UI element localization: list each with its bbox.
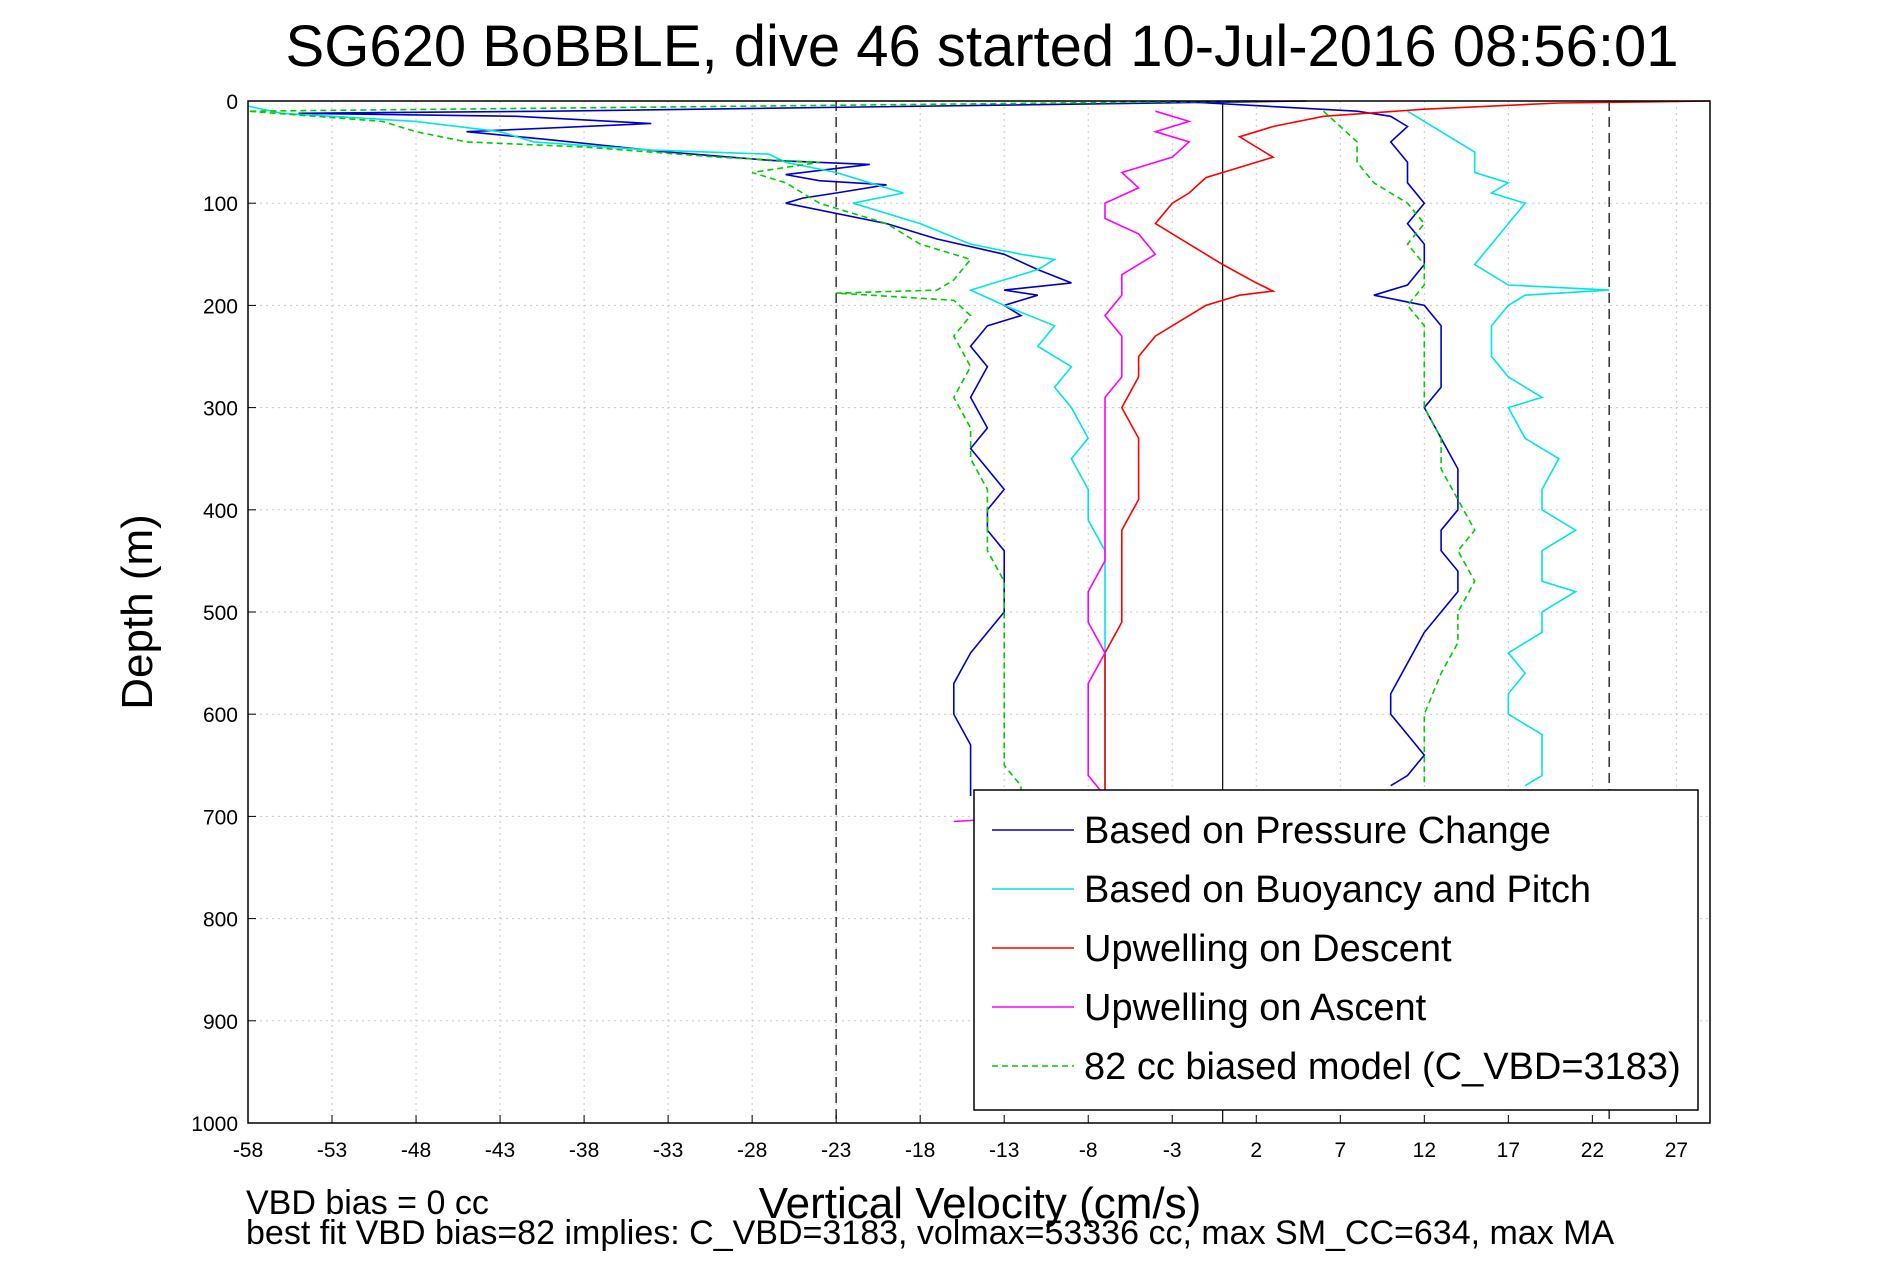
series-lines bbox=[247, 100, 1711, 823]
x-tick-label: 7 bbox=[1334, 1139, 1346, 1162]
legend-label: Based on Buoyancy and Pitch bbox=[1084, 869, 1591, 911]
x-tick-label: -23 bbox=[821, 1139, 851, 1162]
series-line-0 bbox=[1172, 100, 1459, 787]
series-line-1 bbox=[1407, 110, 1610, 787]
x-tick-label: -58 bbox=[233, 1139, 263, 1162]
x-tick-label: 2 bbox=[1250, 1139, 1262, 1162]
x-tick-label: 22 bbox=[1581, 1139, 1604, 1162]
x-tick-label: -43 bbox=[485, 1139, 515, 1162]
x-tick-label: -38 bbox=[569, 1139, 599, 1162]
legend: Based on Pressure Change Based on Buoyanc… bbox=[973, 789, 1699, 1111]
y-tick-label: 500 bbox=[203, 602, 238, 625]
y-tick-label: 900 bbox=[203, 1011, 238, 1034]
x-tick-label: -3 bbox=[1163, 1139, 1182, 1162]
y-tick-label: 100 bbox=[203, 193, 238, 216]
y-tick-label: 200 bbox=[203, 295, 238, 318]
x-tick-label: -8 bbox=[1079, 1139, 1098, 1162]
legend-label: Based on Pressure Change bbox=[1084, 810, 1551, 852]
x-tick-label: -33 bbox=[653, 1139, 683, 1162]
legend-label: 82 cc biased model (C_VBD=3183) bbox=[1084, 1046, 1681, 1088]
series-line-1 bbox=[247, 105, 1106, 796]
x-tick-label: -53 bbox=[317, 1139, 347, 1162]
series-line-4 bbox=[1322, 110, 1476, 786]
x-tick-label: -18 bbox=[905, 1139, 935, 1162]
x-tick-label: -48 bbox=[401, 1139, 431, 1162]
y-tick-label: 800 bbox=[203, 909, 238, 932]
y-tick-label: 0 bbox=[226, 91, 238, 114]
footnote-best-fit: best fit VBD bias=82 implies: C_VBD=3183… bbox=[246, 1214, 1615, 1252]
y-tick-label: 300 bbox=[203, 398, 238, 421]
x-tick-label: -13 bbox=[989, 1139, 1019, 1162]
y-tick-label: 400 bbox=[203, 500, 238, 523]
chart-title: SG620 BoBBLE, dive 46 started 10-Jul-201… bbox=[286, 14, 1679, 79]
x-tick-label: 17 bbox=[1497, 1139, 1520, 1162]
series-line-2 bbox=[1104, 100, 1711, 796]
y-axis-label: Depth (m) bbox=[113, 514, 162, 710]
x-tick-labels: -58 -53 -48 -43 -38 -33 -28 -23 -18 -13 -8 -3 2 7 12 17… bbox=[233, 1115, 1688, 1162]
footnote-vbd-bias: VBD bias = 0 cc bbox=[246, 1184, 489, 1222]
series-line-3 bbox=[953, 110, 1192, 823]
y-tick-label: 600 bbox=[203, 704, 238, 727]
legend-box bbox=[973, 789, 1699, 1111]
x-tick-label: -28 bbox=[737, 1139, 767, 1162]
x-axis-label: Vertical Velocity (cm/s) bbox=[759, 1179, 1202, 1228]
legend-label: Upwelling on Descent bbox=[1084, 928, 1452, 970]
x-tick-label: 12 bbox=[1413, 1139, 1436, 1162]
x-tick-label: 27 bbox=[1665, 1139, 1688, 1162]
y-tick-label: 700 bbox=[203, 806, 238, 829]
series-line-4 bbox=[247, 100, 1257, 796]
y-tick-label: 1000 bbox=[191, 1113, 238, 1136]
y-tick-labels: 0 100 200 300 400 500 600 700 800 900 1000 bbox=[191, 91, 256, 1136]
legend-label: Upwelling on Ascent bbox=[1084, 987, 1427, 1029]
series-line-0 bbox=[298, 100, 1307, 796]
